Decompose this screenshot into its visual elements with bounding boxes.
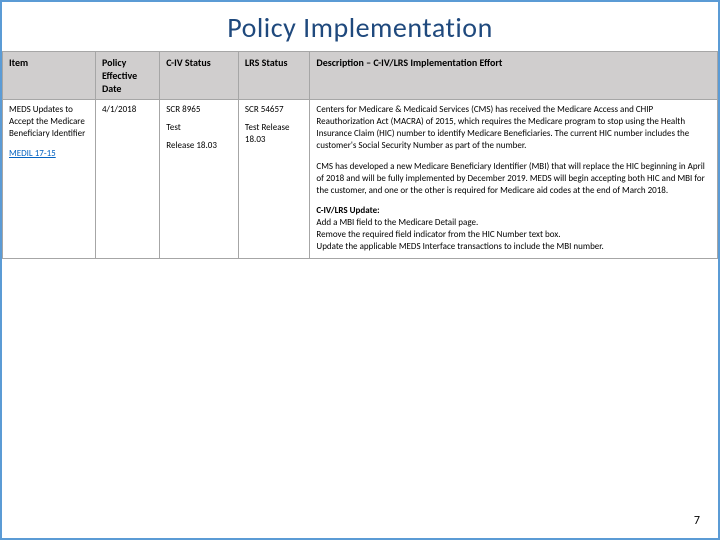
desc-paragraph-1: Centers for Medicare & Medicaid Services… <box>316 104 711 153</box>
col-header-civ: C-IV Status <box>160 52 239 100</box>
page-title: Policy Implementation <box>2 2 718 51</box>
col-header-desc: Description – C-IV/LRS Implementation Ef… <box>310 52 718 100</box>
col-header-lrs: LRS Status <box>238 52 310 100</box>
desc-paragraph-2: CMS has developed a new Medicare Benefic… <box>316 161 711 197</box>
medil-link[interactable]: MEDIL 17-15 <box>9 148 56 159</box>
desc-update-label: C-IV/LRS Update: <box>316 205 379 216</box>
policy-table: Item Policy Effective Date C-IV Status L… <box>2 51 718 259</box>
civ-release: Release 18.03 <box>166 140 232 152</box>
col-header-item: Item <box>3 52 96 100</box>
table-header-row: Item Policy Effective Date C-IV Status L… <box>3 52 718 100</box>
cell-policy-date: 4/1/2018 <box>95 100 159 259</box>
col-header-policy-date: Policy Effective Date <box>95 52 159 100</box>
table-row: MEDS Updates to Accept the Medicare Bene… <box>3 100 718 259</box>
desc-update-line-2: Remove the required field indicator from… <box>316 229 560 240</box>
cell-description: Centers for Medicare & Medicaid Services… <box>310 100 718 259</box>
desc-update-line-1: Add a MBI field to the Medicare Detail p… <box>316 217 478 228</box>
civ-scr: SCR 8965 <box>166 104 232 116</box>
item-title: MEDS Updates to Accept the Medicare Bene… <box>9 104 89 140</box>
cell-civ-status: SCR 8965 Test Release 18.03 <box>160 100 239 259</box>
lrs-test: Test Release 18.03 <box>245 122 304 146</box>
cell-item: MEDS Updates to Accept the Medicare Bene… <box>3 100 96 259</box>
cell-lrs-status: SCR 54657 Test Release 18.03 <box>238 100 310 259</box>
lrs-scr: SCR 54657 <box>245 104 304 116</box>
desc-update-line-3: Update the applicable MEDS Interface tra… <box>316 241 603 252</box>
page-number: 7 <box>694 514 700 528</box>
desc-update-block: C-IV/LRS Update: Add a MBI field to the … <box>316 205 711 254</box>
civ-test: Test <box>166 122 232 134</box>
